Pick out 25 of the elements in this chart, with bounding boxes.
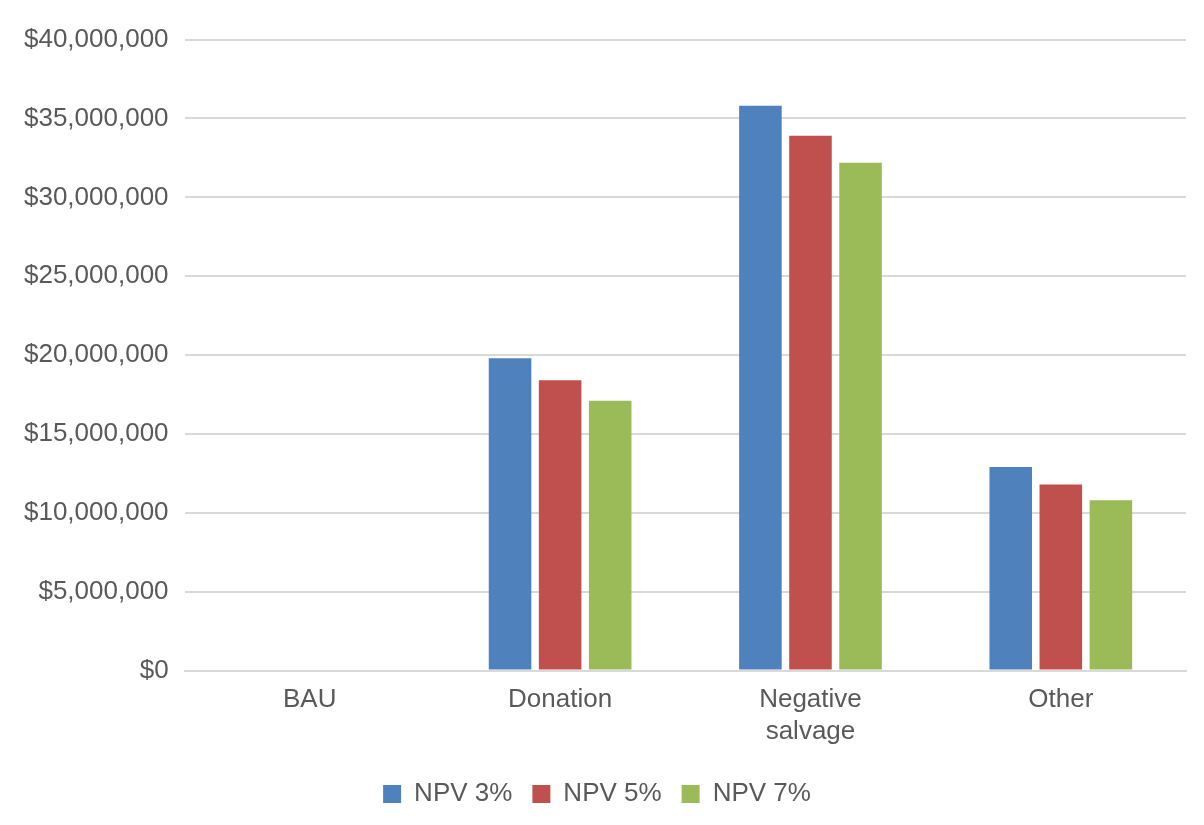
y-tick-label: $5,000,000 xyxy=(38,574,169,605)
bar xyxy=(1089,500,1133,670)
legend-label: NPV 5% xyxy=(563,777,662,808)
legend-label: NPV 7% xyxy=(712,777,811,808)
bar xyxy=(1039,484,1083,670)
x-tick-label: Other xyxy=(1028,683,1094,714)
y-tick-label: $20,000,000 xyxy=(23,338,169,369)
legend-label: NPV 3% xyxy=(414,777,513,808)
y-tick-label: $30,000,000 xyxy=(23,180,169,211)
y-tick-label: $10,000,000 xyxy=(23,496,169,527)
x-tick-label: BAU xyxy=(283,683,337,714)
bar xyxy=(538,380,582,670)
y-tick-label: $25,000,000 xyxy=(23,259,169,290)
bar xyxy=(789,135,832,670)
y-tick-label: $15,000,000 xyxy=(23,417,169,448)
bar xyxy=(839,162,882,670)
y-tick-label: $0 xyxy=(139,653,169,684)
bar xyxy=(739,105,782,670)
bar xyxy=(989,467,1033,670)
bar xyxy=(488,358,532,670)
x-tick-label: Negative salvage xyxy=(759,683,862,745)
bar xyxy=(588,400,632,670)
x-tick-label: Donation xyxy=(508,683,613,714)
y-tick-label: $40,000,000 xyxy=(23,22,169,53)
y-tick-label: $35,000,000 xyxy=(23,101,169,132)
